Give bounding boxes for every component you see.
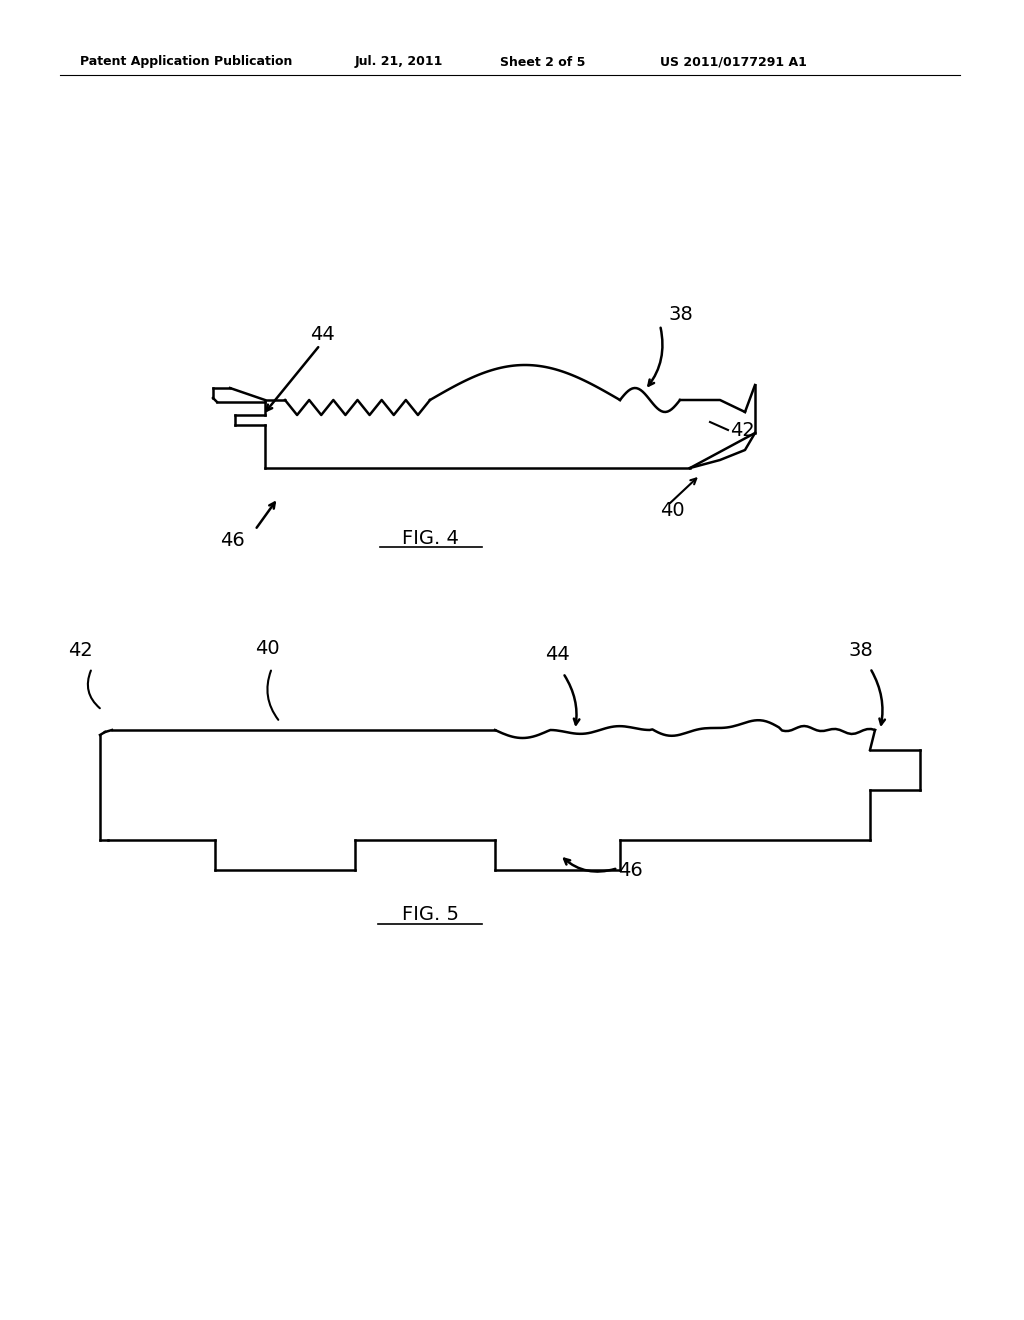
Text: 44: 44 — [310, 326, 335, 345]
Text: 40: 40 — [660, 500, 685, 520]
Text: 46: 46 — [220, 531, 245, 549]
Text: US 2011/0177291 A1: US 2011/0177291 A1 — [660, 55, 807, 69]
Text: 46: 46 — [618, 861, 643, 879]
Text: 40: 40 — [255, 639, 280, 657]
Text: 42: 42 — [68, 640, 93, 660]
Text: FIG. 4: FIG. 4 — [401, 528, 459, 548]
Text: Jul. 21, 2011: Jul. 21, 2011 — [355, 55, 443, 69]
Text: 38: 38 — [668, 305, 693, 325]
Text: 44: 44 — [545, 645, 569, 664]
Text: 42: 42 — [730, 421, 755, 440]
Text: Patent Application Publication: Patent Application Publication — [80, 55, 293, 69]
Text: FIG. 5: FIG. 5 — [401, 906, 459, 924]
Text: 38: 38 — [848, 640, 872, 660]
Text: Sheet 2 of 5: Sheet 2 of 5 — [500, 55, 586, 69]
